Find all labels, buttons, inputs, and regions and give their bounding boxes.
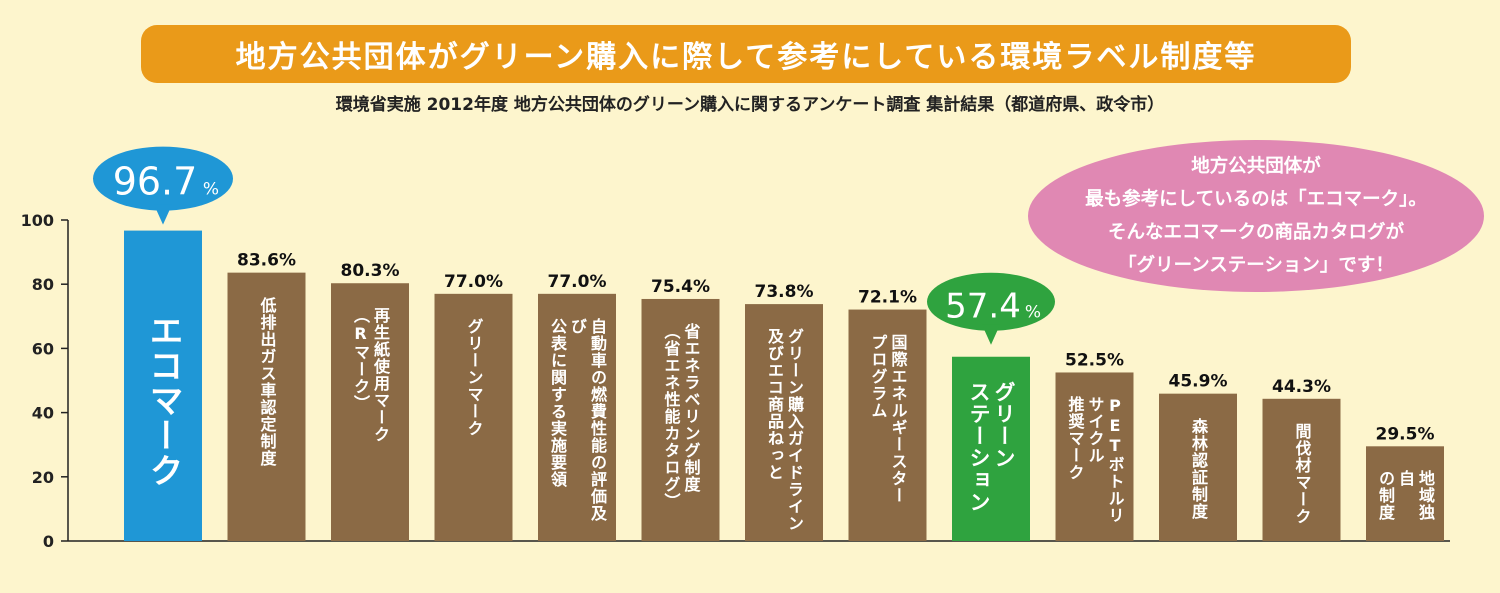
y-tick-label: 20 (32, 468, 54, 487)
y-tick-label: 100 (21, 211, 54, 230)
bar (848, 309, 927, 541)
value-label: 29.5% (1376, 424, 1435, 444)
bar (1262, 398, 1341, 541)
value-labels: 96.7 % 83.6% 80.3% 77.0% 77.0% 75.4% 73.8% 72.1%… (93, 146, 1435, 444)
value-label: 45.9% (1169, 372, 1228, 392)
bar (124, 230, 202, 541)
chart-title: 地方公共団体がグリーン購入に際して参考にしている環境ラベル制度等 (141, 25, 1351, 83)
bubble-shape (927, 272, 1055, 331)
bubble-pointer (982, 324, 1000, 345)
bar (952, 356, 1030, 541)
value-label: 73.8% (755, 282, 814, 302)
value-label: 83.6% (237, 251, 296, 271)
bar (1159, 393, 1237, 541)
bars (124, 230, 1444, 541)
callout-line: 「グリーンステーション」です！ (1118, 255, 1394, 276)
y-tick-label: 40 (32, 404, 54, 423)
bar (331, 283, 409, 541)
value-label: 77.0% (548, 272, 607, 292)
value-label: 77.0% (444, 272, 503, 292)
value-unit: % (1025, 303, 1041, 323)
value-label: 57.4 (945, 287, 1021, 327)
value-label: 75.4% (651, 277, 710, 297)
callout-bubble: 地方公共団体が 最も参考にしているのは「エコマーク」。 そんなエコマークの商品カ… (1028, 140, 1484, 292)
bar (227, 272, 306, 541)
value-unit: % (203, 180, 219, 200)
callout-line: 地方公共団体が (1191, 156, 1321, 177)
chart-subtitle: 環境省実施 2012年度 地方公共団体のグリーン購入に関するアンケート調査 集計… (335, 95, 1165, 115)
bar (745, 304, 823, 541)
highlight-value-bubble: 57.4% (927, 272, 1055, 345)
bar (1366, 446, 1444, 541)
bar (641, 298, 720, 541)
bar (434, 293, 513, 541)
bar (1055, 372, 1134, 541)
value-label: 52.5% (1065, 350, 1124, 370)
value-label: 44.3% (1272, 377, 1331, 397)
highlight-value-bubble: 96.7% (93, 146, 233, 225)
bar (538, 293, 616, 541)
callout-line: そんなエコマークの商品カタログが (1107, 222, 1404, 243)
y-tick-label: 80 (32, 275, 54, 294)
value-label: 96.7 (113, 160, 198, 204)
callout-line: 最も参考にしているのは「エコマーク」。 (1085, 189, 1427, 210)
bar-chart: 0 20 40 60 80 100 96.7 % 83.6% 80.3% 77.0% 77.0% 75… (21, 146, 1450, 551)
bubble-pointer (154, 204, 172, 225)
value-label: 80.3% (341, 261, 400, 281)
bubble-shape (93, 146, 233, 211)
value-label: 72.1% (858, 288, 917, 308)
y-tick-label: 0 (43, 532, 54, 551)
y-tick-label: 60 (32, 339, 54, 358)
